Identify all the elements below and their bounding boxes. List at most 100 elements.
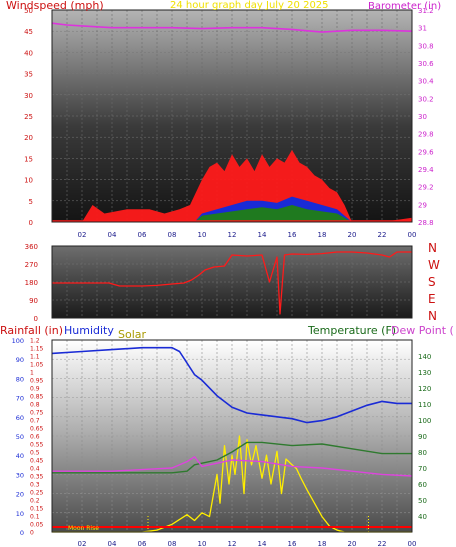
x-tick-label: 12 — [228, 540, 237, 547]
x-tick-label: 10 — [198, 540, 207, 547]
x-tick-label: 08 — [168, 231, 177, 239]
rainfall-axis-title: Rainfall (in) — [0, 324, 63, 337]
rainfall-tick-label: 0.4 — [30, 466, 40, 473]
compass-label: N — [428, 309, 437, 323]
humidity-tick-label: 80 — [16, 375, 24, 383]
windspeed-axis-title: Windspeed (mph) — [6, 0, 104, 12]
temperature-tick-label: 130 — [418, 369, 431, 377]
x-tick-label: 12 — [228, 231, 237, 239]
temperature-tick-label: 60 — [418, 481, 427, 489]
compass-label: S — [428, 275, 436, 289]
x-tick-label: 22 — [378, 540, 387, 547]
windspeed-tick-label: 5 — [29, 198, 33, 206]
rainfall-tick-label: 1.05 — [30, 362, 44, 369]
barometer-axis-title: Barometer (in) — [368, 1, 441, 12]
rainfall-tick-label: 1.1 — [30, 354, 40, 361]
windspeed-tick-label: 25 — [24, 113, 33, 121]
direction-tick-label: 180 — [25, 279, 38, 287]
windspeed-tick-label: 50 — [24, 7, 33, 15]
x-tick-label: 06 — [138, 231, 147, 239]
rainfall-tick-label: 0.15 — [30, 506, 44, 513]
temperature-tick-label: 100 — [418, 417, 431, 425]
rainfall-tick-label: 0.6 — [30, 434, 40, 441]
x-tick-label: 00 — [408, 540, 417, 547]
rainfall-tick-label: 0.55 — [30, 442, 44, 449]
wind-gust-series — [52, 149, 412, 222]
dewpoint-series — [52, 456, 413, 477]
x-tick-label: 02 — [78, 231, 87, 239]
barometer-tick-label: 30.6 — [418, 60, 434, 68]
rainfall-tick-label: 0.45 — [30, 458, 44, 465]
windspeed-tick-label: 40 — [24, 49, 33, 57]
wind-low-series — [52, 205, 412, 222]
temperature-tick-label: 40 — [418, 513, 427, 521]
humidity-tick-label: 30 — [16, 471, 24, 479]
barometer-tick-label: 30.2 — [418, 95, 434, 103]
rainfall-tick-label: 1.2 — [30, 338, 40, 345]
windspeed-tick-label: 45 — [24, 28, 33, 36]
wind-panel-frame — [51, 9, 413, 223]
humidity-tick-label: 50 — [16, 433, 24, 441]
moon-rise-annotation: Moon Rise — [68, 525, 99, 532]
temperature-tick-label: 50 — [418, 497, 427, 505]
direction-tick-label: 90 — [29, 297, 38, 305]
humidity-tick-label: 70 — [16, 395, 24, 403]
direction-panel-frame — [51, 245, 413, 319]
rainfall-tick-label: 0.05 — [30, 522, 44, 529]
rainfall-tick-label: 1.15 — [30, 346, 44, 353]
x-tick-label: 20 — [348, 231, 357, 239]
windspeed-tick-label: 10 — [24, 177, 33, 185]
windspeed-tick-label: 20 — [24, 134, 33, 142]
rainfall-tick-label: 0.65 — [30, 426, 44, 433]
humidity-series — [51, 346, 412, 424]
x-tick-label: 10 — [198, 231, 207, 239]
rainfall-tick-label: 0.9 — [30, 386, 40, 393]
date-title: 24 hour graph day July 20 2025 — [170, 0, 329, 11]
barometer-tick-label: 30.4 — [418, 78, 434, 86]
direction-tick-label: 270 — [25, 261, 38, 269]
barometer-tick-label: 31 — [418, 25, 427, 33]
barometer-tick-label: 29.2 — [418, 184, 434, 192]
x-tick-label: 16 — [288, 540, 297, 547]
barometer-tick-label: 30 — [418, 113, 427, 121]
solar-series — [52, 435, 412, 533]
compass-label: N — [428, 241, 437, 255]
rainfall-tick-label: 0.8 — [30, 402, 40, 409]
x-tick-label: 04 — [108, 231, 117, 239]
temperature-tick-label: 90 — [418, 433, 427, 441]
humidity-tick-label: 10 — [16, 510, 24, 518]
rainfall-tick-label: 0.85 — [30, 394, 44, 401]
direction-tick-label: 0 — [34, 315, 38, 323]
temperature-tick-label: 70 — [418, 465, 427, 473]
humidity-tick-label: 40 — [16, 452, 24, 460]
barometer-tick-label: 29 — [418, 201, 427, 209]
x-tick-label: 02 — [78, 540, 87, 547]
temperature-tick-label: 140 — [418, 353, 431, 361]
barometer-tick-label: 28.8 — [418, 219, 434, 227]
rainfall-tick-label: 0.75 — [30, 410, 44, 417]
rainfall-tick-label: 0.7 — [30, 418, 40, 425]
wind-direction-series — [52, 251, 412, 315]
direction-tick-label: 360 — [25, 243, 38, 251]
windspeed-tick-label: 15 — [24, 155, 33, 163]
solar-axis-title: Solar — [118, 328, 147, 341]
x-tick-label: 18 — [318, 231, 327, 239]
x-tick-label: 16 — [288, 231, 297, 239]
rainfall-tick-label: 0.1 — [30, 514, 40, 521]
compass-label: E — [428, 292, 436, 306]
barometer-tick-label: 29.4 — [418, 166, 434, 174]
temperature-axis-title: Temperature (F) — [307, 324, 396, 337]
x-tick-label: 00 — [408, 231, 417, 239]
humidity-tick-label: 60 — [16, 414, 24, 422]
rainfall-tick-label: 0.3 — [30, 482, 40, 489]
x-tick-label: 22 — [378, 231, 387, 239]
humidity-axis-title: Humidity — [64, 324, 114, 337]
humidity-tick-label: 20 — [16, 491, 24, 499]
x-tick-label: 06 — [138, 540, 147, 547]
temperature-tick-label: 80 — [418, 449, 427, 457]
barometer-tick-label: 30.8 — [418, 42, 434, 50]
dewpoint-axis-title: Dew Point ( — [391, 324, 454, 337]
x-tick-label: 08 — [168, 540, 177, 547]
barometer-series — [51, 22, 413, 33]
